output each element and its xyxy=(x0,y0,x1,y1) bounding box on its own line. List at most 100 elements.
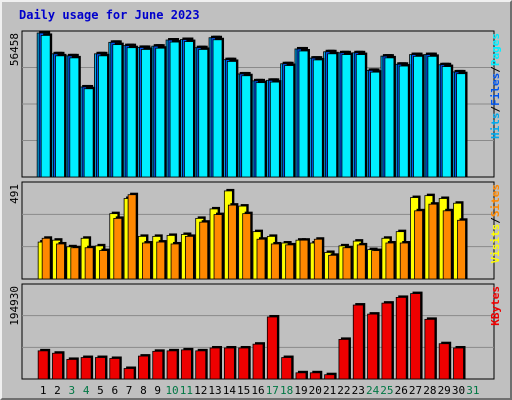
bar-pages-day-3 xyxy=(69,57,80,178)
bar-pages-day-20 xyxy=(312,59,323,178)
x-tick-label-day-24: 24 xyxy=(366,384,380,397)
x-tick-label-day-26: 26 xyxy=(395,384,408,397)
x-tick-label-day-19: 19 xyxy=(294,384,307,397)
x-tick-label-day-4: 4 xyxy=(83,384,90,397)
bar-pages-day-16 xyxy=(255,82,266,178)
bar-kbytes-day-10 xyxy=(166,350,178,380)
bar-sites-day-7 xyxy=(127,194,137,280)
x-tick-label-day-1: 1 xyxy=(40,384,47,397)
bar-sites-day-1 xyxy=(41,237,51,280)
x-tick-label-day-18: 18 xyxy=(280,384,293,397)
bar-sites-day-19 xyxy=(299,239,309,280)
legend-item-kbytes: KBytes xyxy=(489,286,502,326)
bar-kbytes-day-7 xyxy=(123,368,135,380)
bar-pages-day-11 xyxy=(183,41,194,178)
x-tick-label-day-23: 23 xyxy=(352,384,365,397)
bar-sites-day-3 xyxy=(70,247,80,280)
bar-kbytes-day-22 xyxy=(338,339,350,380)
legend-item-hits: Hits xyxy=(489,113,502,140)
bar-kbytes-day-1 xyxy=(37,350,49,380)
bar-sites-day-21 xyxy=(328,254,338,280)
y-max-label-1: 56458 xyxy=(8,33,21,66)
y-max-label-3: 194930 xyxy=(8,286,21,326)
x-tick-label-day-28: 28 xyxy=(423,384,436,397)
bar-pages-day-18 xyxy=(284,65,295,178)
bar-sites-day-9 xyxy=(156,241,166,280)
bar-kbytes-day-17 xyxy=(266,316,278,380)
bar-sites-day-22 xyxy=(342,247,352,280)
x-tick-label-day-13: 13 xyxy=(208,384,221,397)
x-tick-label-day-25: 25 xyxy=(380,384,393,397)
x-tick-label-day-6: 6 xyxy=(111,384,118,397)
bar-kbytes-day-29 xyxy=(438,343,450,380)
bar-pages-day-7 xyxy=(126,47,137,178)
x-tick-label-day-3: 3 xyxy=(68,384,75,397)
x-tick-label-day-29: 29 xyxy=(438,384,451,397)
bar-kbytes-day-21 xyxy=(324,374,336,380)
x-tick-label-day-30: 30 xyxy=(452,384,465,397)
x-tick-label-day-8: 8 xyxy=(140,384,147,397)
bar-sites-day-16 xyxy=(256,238,266,280)
bar-sites-day-10 xyxy=(170,243,180,280)
bar-kbytes-day-4 xyxy=(80,357,92,380)
bar-sites-day-5 xyxy=(99,250,108,280)
bar-sites-day-15 xyxy=(242,213,252,280)
bar-pages-day-2 xyxy=(55,55,65,178)
bar-sites-day-25 xyxy=(385,242,395,280)
x-tick-label-day-14: 14 xyxy=(223,384,237,397)
legend-separator: / xyxy=(489,106,502,113)
bar-pages-day-1 xyxy=(40,35,51,178)
bar-pages-day-26 xyxy=(398,65,409,178)
bar-pages-day-23 xyxy=(355,54,366,178)
x-tick-label-day-27: 27 xyxy=(409,384,422,397)
bar-kbytes-day-13 xyxy=(209,347,221,380)
bar-kbytes-day-9 xyxy=(152,350,164,380)
x-tick-label-day-9: 9 xyxy=(154,384,161,397)
bar-pages-day-30 xyxy=(456,73,466,178)
bar-kbytes-day-11 xyxy=(180,349,192,380)
x-tick-label-day-2: 2 xyxy=(54,384,61,397)
bar-pages-day-8 xyxy=(141,49,151,178)
bar-kbytes-day-28 xyxy=(424,318,436,380)
bar-kbytes-day-20 xyxy=(309,372,321,380)
x-tick-label-day-16: 16 xyxy=(251,384,264,397)
legend-panel-2: Visits/Sites xyxy=(489,184,502,264)
bar-kbytes-day-14 xyxy=(223,347,235,380)
bar-sites-day-6 xyxy=(113,217,123,280)
bar-kbytes-day-30 xyxy=(453,347,464,380)
x-tick-label-day-31: 31 xyxy=(466,384,479,397)
x-tick-label-day-15: 15 xyxy=(237,384,250,397)
bar-kbytes-day-25 xyxy=(381,302,393,380)
bar-kbytes-day-16 xyxy=(252,343,264,380)
bar-pages-day-27 xyxy=(413,55,423,178)
bar-sites-day-26 xyxy=(399,242,409,280)
legend-item-sites: Sites xyxy=(489,184,502,217)
bar-sites-day-30 xyxy=(457,219,466,280)
bar-kbytes-day-23 xyxy=(352,304,364,380)
bar-sites-day-14 xyxy=(227,204,237,280)
bar-pages-day-25 xyxy=(384,57,395,178)
x-tick-label-day-17: 17 xyxy=(266,384,279,397)
bar-sites-day-4 xyxy=(84,247,94,280)
bar-pages-day-6 xyxy=(112,44,123,178)
bar-pages-day-5 xyxy=(98,55,108,178)
bar-sites-day-2 xyxy=(56,243,65,280)
bar-kbytes-day-18 xyxy=(281,357,293,380)
legend-item-files: Files xyxy=(489,73,502,106)
chart-title: Daily usage for June 2023 xyxy=(19,8,200,22)
y-max-label-2: 491 xyxy=(8,184,21,204)
bar-pages-day-13 xyxy=(212,39,223,178)
bar-pages-day-22 xyxy=(341,54,352,178)
x-tick-label-day-20: 20 xyxy=(309,384,322,397)
bar-kbytes-day-6 xyxy=(109,358,121,380)
legend-separator: / xyxy=(489,66,502,73)
bar-pages-day-15 xyxy=(241,75,252,178)
legend-separator: / xyxy=(489,217,502,224)
bar-kbytes-day-26 xyxy=(395,297,407,380)
x-tick-label-day-11: 11 xyxy=(180,384,193,397)
x-tick-label-day-10: 10 xyxy=(165,384,178,397)
bar-kbytes-day-5 xyxy=(95,357,106,380)
bar-kbytes-day-8 xyxy=(138,355,149,380)
